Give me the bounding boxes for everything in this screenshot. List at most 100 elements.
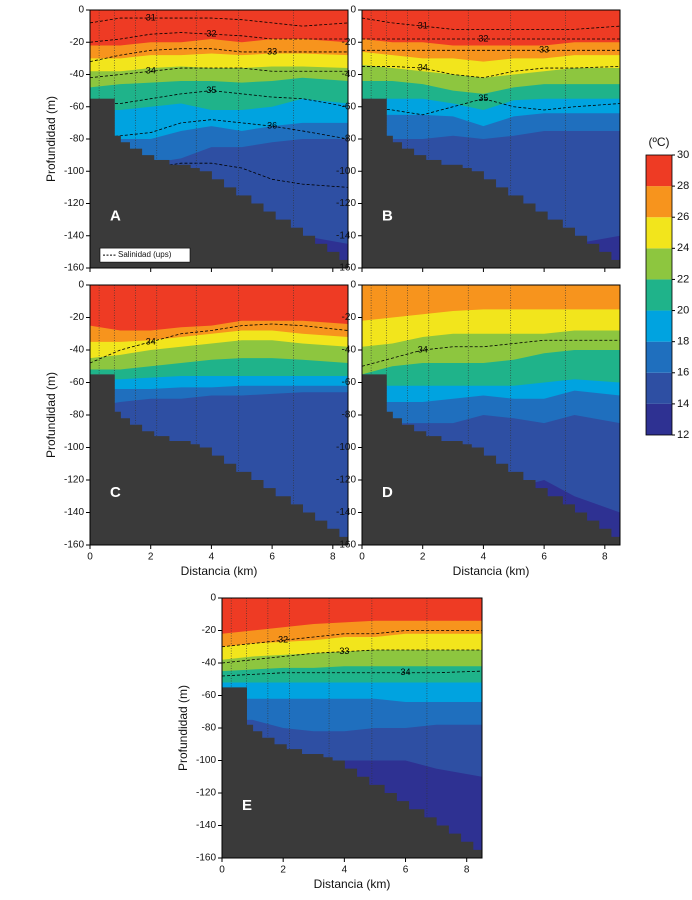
salinity-label: 32	[278, 635, 288, 645]
x-axis-label: Distancia (km)	[314, 877, 391, 891]
salinity-contour	[90, 119, 348, 140]
seafloor-step	[338, 536, 348, 545]
seafloor-step	[129, 424, 143, 545]
seafloor-step	[90, 374, 115, 545]
x-tick-label: 4	[481, 552, 487, 563]
seafloor-step	[290, 227, 303, 268]
y-tick-label: -20	[342, 312, 357, 323]
seafloor-step	[362, 98, 387, 268]
y-tick-label: -20	[70, 312, 85, 323]
seafloor-step	[120, 142, 130, 268]
y-tick-label: -100	[336, 166, 356, 177]
seafloor-step	[356, 776, 370, 858]
temperature-band	[222, 598, 482, 634]
seafloor-step	[190, 444, 200, 545]
colorbar-title: (ºC)	[648, 135, 669, 149]
seafloor-step	[436, 825, 449, 858]
seafloor-step	[562, 227, 575, 268]
seafloor-step	[368, 784, 385, 858]
panel-label: A	[110, 207, 121, 224]
panel-label: E	[242, 797, 252, 814]
seafloor-step	[322, 757, 333, 858]
colorbar-band	[646, 155, 672, 187]
salinity-label: 34	[401, 667, 411, 677]
salinity-label: 34	[418, 62, 428, 72]
y-tick-label: -160	[336, 263, 356, 274]
seafloor-step	[495, 187, 509, 268]
seafloor-step	[274, 744, 287, 858]
seafloor-step	[574, 512, 588, 545]
y-tick-label: -20	[202, 625, 217, 636]
colorbar-tick-label: 22	[677, 273, 689, 285]
y-tick-label: -40	[342, 345, 357, 356]
seafloor-step	[440, 164, 463, 268]
y-tick-label: -100	[64, 166, 84, 177]
x-tick-label: 0	[359, 552, 365, 563]
seafloor-step	[261, 737, 275, 858]
x-tick-label: 6	[403, 865, 409, 876]
seafloor-step	[168, 164, 191, 268]
seafloor-step	[275, 496, 291, 545]
seafloor-step	[495, 463, 509, 545]
y-tick-label: -100	[196, 755, 216, 766]
colorbar-band	[646, 372, 672, 404]
temperature-band	[90, 285, 348, 331]
seafloor-step	[586, 243, 600, 268]
seafloor-step	[408, 809, 425, 858]
seafloor-step	[326, 528, 340, 545]
seafloor-step	[314, 520, 328, 545]
colorbar-band	[646, 279, 672, 311]
x-axis-label: Distancia (km)	[181, 564, 258, 578]
seafloor-step	[507, 195, 524, 268]
seafloor-step	[326, 251, 340, 268]
seafloor-step	[547, 496, 563, 545]
seafloor-step	[362, 374, 387, 545]
colorbar-band	[646, 217, 672, 249]
colorbar-tick-label: 28	[677, 180, 689, 192]
colorbar-tick-label: 24	[677, 242, 689, 254]
seafloor-step	[610, 259, 620, 268]
y-tick-label: -40	[70, 69, 85, 80]
seafloor-step	[396, 801, 410, 858]
colorbar-tick-label: 26	[677, 211, 689, 223]
seafloor-step	[246, 724, 254, 858]
salinity-contour	[362, 98, 620, 116]
x-tick-label: 0	[87, 552, 93, 563]
salinity-contour	[362, 66, 620, 79]
y-tick-label: 0	[350, 5, 356, 16]
seafloor-step	[386, 411, 393, 545]
seafloor-step	[114, 135, 121, 268]
colorbar-tick-label: 16	[677, 367, 689, 379]
salinity-contour	[222, 670, 482, 677]
x-tick-label: 6	[269, 552, 275, 563]
seafloor-step	[263, 211, 276, 268]
seafloor-step	[547, 219, 563, 268]
y-tick-label: -60	[342, 377, 357, 388]
seafloor-step	[129, 148, 143, 268]
seafloor-step	[332, 760, 345, 858]
x-tick-label: 8	[464, 865, 470, 876]
y-tick-label: -80	[342, 134, 357, 145]
y-tick-label: -80	[342, 410, 357, 421]
seafloor-step	[462, 168, 472, 268]
seafloor-step	[275, 219, 291, 268]
seafloor-step	[386, 135, 393, 268]
seafloor-step	[286, 749, 303, 858]
colorbar-tick-label: 12	[677, 429, 689, 441]
seafloor-step	[535, 211, 548, 268]
seafloor-step	[302, 235, 316, 268]
seafloor-step	[168, 441, 191, 545]
panel: 31 32 33 34 35	[362, 10, 620, 268]
temperature-band	[90, 10, 348, 46]
panel: 32 33 34	[222, 598, 482, 858]
salinity-contour	[90, 90, 348, 108]
colorbar-band	[646, 403, 672, 435]
legend-box	[99, 247, 191, 263]
y-axis-label: Profundidad (m)	[176, 685, 190, 771]
x-tick-label: 4	[342, 865, 348, 876]
seafloor-step	[392, 142, 402, 268]
panel-label: C	[110, 484, 121, 501]
x-tick-label: 2	[280, 865, 286, 876]
seafloor-step	[507, 471, 524, 545]
salinity-contour	[222, 649, 482, 664]
